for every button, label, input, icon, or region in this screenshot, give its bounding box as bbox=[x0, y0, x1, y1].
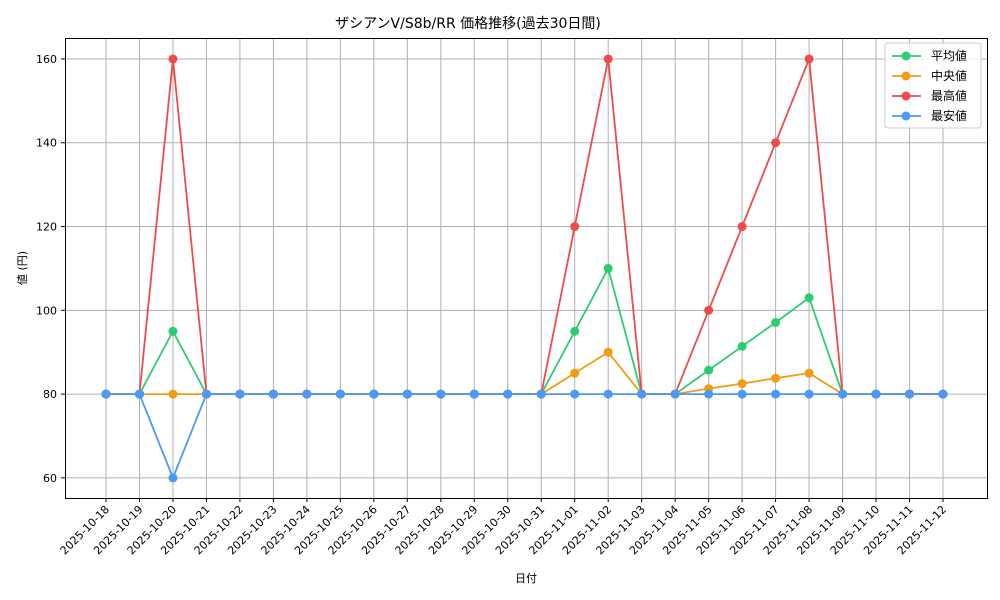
data-point bbox=[771, 389, 781, 399]
series-line bbox=[106, 265, 943, 396]
data-point bbox=[570, 368, 580, 378]
data-point bbox=[402, 389, 412, 399]
data-point bbox=[603, 389, 613, 399]
series-平均値 bbox=[101, 263, 948, 399]
legend-label: 中央値 bbox=[931, 68, 967, 83]
legend-marker-icon bbox=[901, 51, 911, 61]
y-axis: 60 80 100 120 140 160 bbox=[36, 53, 65, 485]
data-point bbox=[570, 222, 580, 232]
series-最安値 bbox=[101, 389, 948, 483]
series-中央値 bbox=[101, 347, 948, 399]
legend-box bbox=[884, 42, 982, 129]
legend-marker-icon bbox=[901, 111, 911, 121]
y-tick-label: 140 bbox=[36, 137, 57, 150]
x-axis-label: 日付 bbox=[515, 572, 537, 585]
legend-marker-icon bbox=[901, 71, 911, 81]
data-point bbox=[771, 373, 781, 383]
data-point bbox=[737, 341, 747, 351]
data-point bbox=[905, 389, 915, 399]
data-point bbox=[804, 293, 814, 303]
series-line bbox=[106, 393, 943, 481]
data-point bbox=[737, 379, 747, 389]
data-point bbox=[771, 138, 781, 148]
y-axis-label: 値 (円) bbox=[16, 251, 29, 285]
y-tick-label: 160 bbox=[36, 53, 57, 66]
data-point bbox=[503, 389, 513, 399]
legend-label: 最安値 bbox=[931, 108, 967, 123]
legend-item: 最高値 bbox=[892, 88, 967, 103]
data-point bbox=[838, 389, 848, 399]
data-point bbox=[704, 305, 714, 315]
data-point bbox=[134, 389, 144, 399]
data-point bbox=[804, 54, 814, 64]
data-point bbox=[168, 473, 178, 483]
data-point bbox=[871, 389, 881, 399]
data-point bbox=[704, 389, 714, 399]
legend-item: 最安値 bbox=[892, 108, 967, 123]
series-lines bbox=[101, 54, 948, 483]
data-point bbox=[168, 326, 178, 336]
data-point bbox=[168, 54, 178, 64]
y-tick-label: 80 bbox=[43, 388, 57, 401]
chart-title: ザシアンV/S8b/RR 価格推移(過去30日間) bbox=[335, 16, 601, 32]
data-point bbox=[268, 389, 278, 399]
data-point bbox=[771, 317, 781, 327]
legend-item: 平均値 bbox=[892, 48, 967, 63]
y-tick-label: 120 bbox=[36, 221, 57, 234]
data-point bbox=[101, 389, 111, 399]
legend-marker-icon bbox=[901, 91, 911, 101]
data-point bbox=[603, 54, 613, 64]
data-point bbox=[938, 389, 948, 399]
data-point bbox=[603, 347, 613, 357]
data-point bbox=[804, 389, 814, 399]
grid-lines bbox=[65, 38, 987, 498]
legend-item: 中央値 bbox=[892, 68, 967, 83]
data-point bbox=[670, 389, 680, 399]
data-point bbox=[201, 389, 211, 399]
data-point bbox=[737, 389, 747, 399]
data-point bbox=[168, 389, 178, 399]
y-tick-label: 60 bbox=[43, 472, 57, 485]
data-point bbox=[737, 222, 747, 232]
data-point bbox=[637, 389, 647, 399]
legend-label: 最高値 bbox=[931, 88, 967, 103]
data-point bbox=[603, 263, 613, 273]
data-point bbox=[804, 368, 814, 378]
series-line bbox=[106, 351, 943, 396]
data-point bbox=[235, 389, 245, 399]
data-point bbox=[536, 389, 546, 399]
plot-area-frame bbox=[65, 38, 988, 499]
data-point bbox=[369, 389, 379, 399]
data-point bbox=[570, 326, 580, 336]
legend-label: 平均値 bbox=[931, 48, 967, 63]
data-point bbox=[436, 389, 446, 399]
data-point bbox=[302, 389, 312, 399]
y-tick-label: 100 bbox=[36, 304, 57, 317]
data-point bbox=[469, 389, 479, 399]
x-axis: 2025-10-182025-10-192025-10-202025-10-21… bbox=[58, 498, 949, 557]
data-point bbox=[704, 365, 714, 375]
data-point bbox=[335, 389, 345, 399]
data-point bbox=[570, 389, 580, 399]
